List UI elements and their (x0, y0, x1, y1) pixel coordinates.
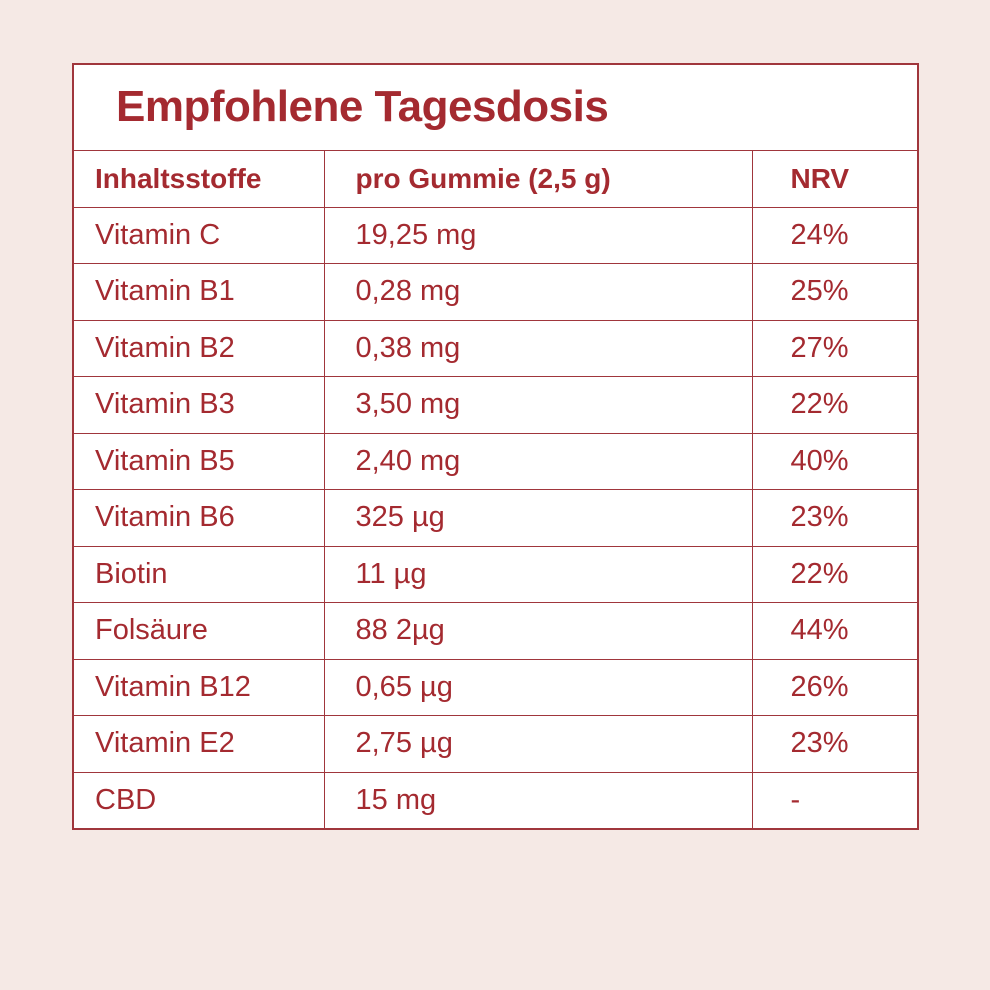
table-row: Folsäure 88 2µg 44% (72, 602, 919, 660)
nrv-cell: 23% (751, 489, 919, 547)
amount-cell: 19,25 mg (323, 206, 753, 264)
table-row: CBD 15 mg - (72, 771, 919, 829)
table-row: Vitamin C 19,25 mg 24% (72, 206, 919, 264)
ingredient-cell: Vitamin B3 (72, 376, 325, 434)
table-row: Vitamin B12 0,65 µg 26% (72, 658, 919, 716)
amount-cell: 0,38 mg (323, 319, 753, 377)
nrv-cell: 27% (751, 319, 919, 377)
ingredient-cell: Vitamin B1 (72, 263, 325, 321)
nrv-cell: 24% (751, 206, 919, 264)
amount-cell: 325 µg (323, 489, 753, 547)
ingredient-cell: Folsäure (72, 602, 325, 660)
nrv-cell: - (751, 771, 919, 829)
table-row: Vitamin B5 2,40 mg 40% (72, 432, 919, 490)
nrv-cell: 44% (751, 602, 919, 660)
ingredient-cell: Vitamin B12 (72, 658, 325, 716)
table-row: Vitamin B6 325 µg 23% (72, 489, 919, 547)
dosage-table: Empfohlene Tagesdosis Inhaltsstoffe pro … (72, 63, 920, 830)
column-header-nrv: NRV (751, 149, 919, 208)
table-row: Vitamin B1 0,28 mg 25% (72, 263, 919, 321)
amount-cell: 0,28 mg (323, 263, 753, 321)
ingredient-cell: CBD (72, 771, 325, 829)
nrv-cell: 25% (751, 263, 919, 321)
column-header-ingredients: Inhaltsstoffe (72, 149, 325, 208)
ingredient-cell: Vitamin B2 (72, 319, 325, 377)
ingredient-cell: Vitamin E2 (72, 715, 325, 773)
table-row: Biotin 11 µg 22% (72, 545, 919, 603)
nrv-cell: 23% (751, 715, 919, 773)
table-row: Vitamin E2 2,75 µg 23% (72, 715, 919, 773)
table-row: Vitamin B2 0,38 mg 27% (72, 319, 919, 377)
nrv-cell: 26% (751, 658, 919, 716)
amount-cell: 15 mg (323, 771, 753, 829)
title-row: Empfohlene Tagesdosis (72, 63, 919, 151)
amount-cell: 2,40 mg (323, 432, 753, 490)
nrv-cell: 22% (751, 376, 919, 434)
ingredient-cell: Biotin (72, 545, 325, 603)
ingredient-cell: Vitamin B5 (72, 432, 325, 490)
column-header-per-gummy: pro Gummie (2,5 g) (323, 149, 753, 208)
amount-cell: 0,65 µg (323, 658, 753, 716)
nrv-cell: 22% (751, 545, 919, 603)
amount-cell: 88 2µg (323, 602, 753, 660)
header-row: Inhaltsstoffe pro Gummie (2,5 g) NRV (72, 149, 919, 208)
ingredient-cell: Vitamin B6 (72, 489, 325, 547)
nrv-cell: 40% (751, 432, 919, 490)
amount-cell: 11 µg (323, 545, 753, 603)
ingredient-cell: Vitamin C (72, 206, 325, 264)
table-row: Vitamin B3 3,50 mg 22% (72, 376, 919, 434)
table-title: Empfohlene Tagesdosis (72, 63, 919, 151)
amount-cell: 2,75 µg (323, 715, 753, 773)
amount-cell: 3,50 mg (323, 376, 753, 434)
